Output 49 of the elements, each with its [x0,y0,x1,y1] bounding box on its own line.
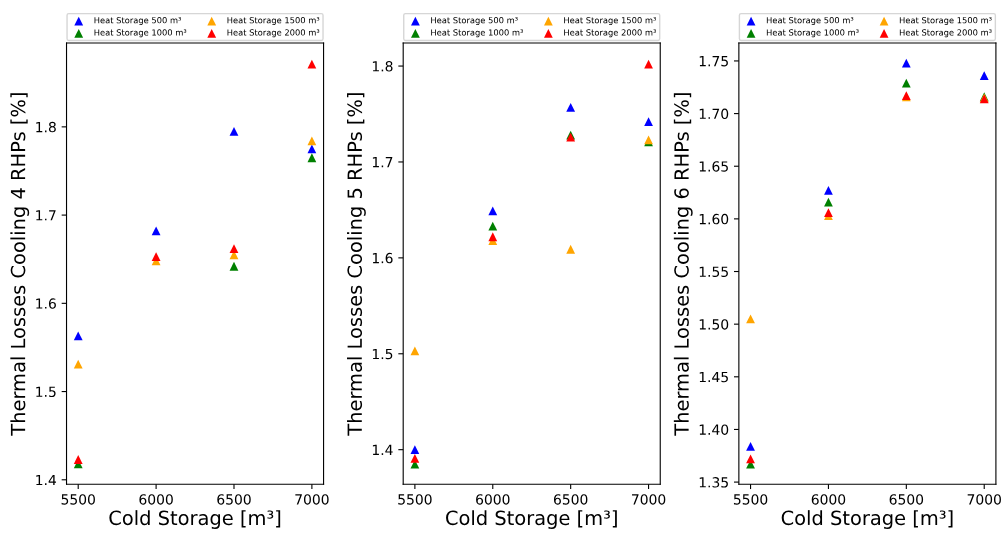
x-tick-label: 7000 [295,494,329,505]
legend-label: Heat Storage 1000 m³ [766,29,859,38]
legend-label: Heat Storage 2000 m³ [899,29,992,38]
y-tick-label: 1.7 [36,210,56,221]
y-tick-label: 1.8 [36,121,56,133]
y-tick-label: 1.5 [36,386,56,398]
y-tick-label: 1.6 [372,252,393,264]
x-tick-label: 6500 [217,494,251,505]
y-tick-label: 1.70 [699,108,729,120]
legend-label: Heat Storage 1000 m³ [94,29,187,38]
x-tick-label: 5500 [733,494,768,505]
y-tick-label: 1.60 [699,213,729,225]
x-tick-label: 6000 [139,494,173,505]
x-axis-title: Cold Storage [m³] [109,510,281,529]
y-tick-label: 1.40 [699,424,729,435]
legend-label: Heat Storage 500 m³ [431,17,518,25]
x-tick-label: 7000 [632,494,666,505]
y-tick-label: 1.6 [36,298,56,309]
y-tick-label: 1.5 [372,348,393,360]
x-axis-title: Cold Storage [m³] [446,510,617,529]
y-tick-label: 1.35 [699,477,728,488]
y-tick-label: 1.4 [372,444,393,455]
legend-label: Heat Storage 1000 m³ [431,29,523,38]
legend-label: Heat Storage 1500 m³ [227,17,320,25]
y-tick-label: 1.55 [699,266,728,277]
legend-label: Heat Storage 500 m³ [766,17,854,25]
y-axis-title: Thermal Losses Cooling 5 RHPs [%] [347,93,366,436]
y-tick-label: 1.8 [372,61,393,72]
x-tick-label: 6500 [553,494,588,505]
x-axis-title: Cold Storage [m³] [781,510,953,529]
y-tick-label: 1.4 [36,474,57,486]
y-tick-label: 1.45 [699,371,728,383]
x-tick-label: 7000 [967,494,1001,505]
y-tick-label: 1.7 [372,157,393,168]
x-tick-label: 6000 [811,494,846,505]
legend-label: Heat Storage 2000 m³ [564,29,656,38]
legend-label: Heat Storage 500 m³ [94,17,181,25]
y-tick-label: 1.75 [699,56,728,67]
y-tick-label: 1.50 [699,319,729,330]
x-tick-label: 5500 [398,494,432,505]
y-axis-title: Thermal Losses Cooling 4 RHPs [%] [10,93,30,436]
x-tick-label: 6000 [476,494,510,505]
y-tick-label: 1.65 [699,161,728,172]
x-tick-label: 6500 [889,494,924,505]
legend-label: Heat Storage 1500 m³ [899,17,992,25]
y-axis-title: Thermal Losses Cooling 6 RHPs [%] [673,93,693,436]
x-tick-label: 5500 [61,494,95,505]
legend-label: Heat Storage 2000 m³ [227,29,320,38]
legend-label: Heat Storage 1500 m³ [564,17,656,25]
